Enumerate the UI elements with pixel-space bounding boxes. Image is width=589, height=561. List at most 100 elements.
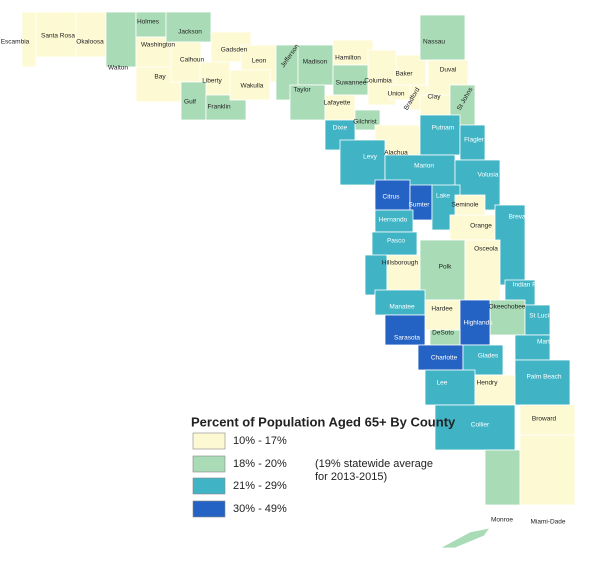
county-label: Citrus <box>383 194 401 201</box>
county-label: Gulf <box>184 99 196 106</box>
county-label: Calhoun <box>180 57 205 64</box>
county-label: Lee <box>437 380 448 387</box>
county <box>180 81 207 121</box>
county-label: Okeechobee <box>489 304 526 311</box>
county <box>484 449 521 506</box>
county-label: Palm Beach <box>526 374 561 381</box>
county-label: Levy <box>363 154 377 161</box>
county <box>105 11 137 68</box>
county-label: Collier <box>471 422 490 429</box>
county-label: DeSoto <box>432 330 454 337</box>
county <box>514 359 571 406</box>
county <box>374 179 411 211</box>
county-label: Broward <box>532 416 557 423</box>
county-label: Columbia <box>364 78 392 85</box>
county-label: Highlands <box>464 320 494 327</box>
county-label: Alachua <box>384 150 408 157</box>
county <box>384 314 426 346</box>
county-label: Sumter <box>409 202 431 209</box>
county <box>205 94 247 121</box>
county-label: Taylor <box>293 87 311 94</box>
county <box>424 369 476 406</box>
county-label: Miami-Dade <box>530 519 565 526</box>
county <box>165 11 212 43</box>
county <box>297 44 334 86</box>
county-label: Bay <box>154 74 166 81</box>
county-label: Clay <box>427 94 441 101</box>
county-label: Franklin <box>207 104 231 111</box>
county-label: Hernando <box>379 217 408 224</box>
county <box>324 94 356 121</box>
county-label: Hamilton <box>335 55 361 62</box>
county <box>524 304 551 336</box>
county-label: St Lucie <box>529 313 553 320</box>
county <box>424 299 461 331</box>
county-label: Orange <box>470 223 492 230</box>
county <box>459 124 486 161</box>
county-label: Marion <box>414 163 434 170</box>
county-label: Seminole <box>451 202 478 209</box>
county-label: Holmes <box>137 19 160 26</box>
county <box>35 11 77 58</box>
legend-swatch <box>192 455 226 473</box>
county-label: Baker <box>396 71 414 78</box>
legend-label: 30% - 49% <box>233 503 287 515</box>
county-label: Liberty <box>202 78 222 85</box>
county-label: Hillsborough <box>382 260 419 267</box>
county-label: Madison <box>303 59 328 66</box>
county <box>519 404 576 436</box>
county-label: Suwannee <box>336 80 367 87</box>
county <box>289 84 326 121</box>
county-label: Flagler <box>464 137 485 144</box>
county-label: Gilchrist <box>353 119 377 126</box>
county <box>374 289 426 316</box>
county-label: Walton <box>108 65 128 72</box>
county <box>135 11 167 38</box>
county <box>135 36 172 68</box>
county-label: Dixie <box>333 125 348 132</box>
keys <box>439 527 491 549</box>
county-label: Nassau <box>423 39 445 46</box>
county-label: Osceola <box>474 246 498 253</box>
county-label: Union <box>388 91 405 98</box>
county-label: Indian River <box>513 282 549 289</box>
county-label: Monroe <box>491 517 513 524</box>
county-label: Okaloosa <box>76 39 104 46</box>
county-label: Leon <box>252 58 267 65</box>
county <box>419 14 466 61</box>
county <box>419 114 461 156</box>
county-label: Santa Rosa <box>41 33 75 40</box>
county-label: Hardee <box>431 306 453 313</box>
county-label: Jackson <box>178 29 202 36</box>
legend-label: 10% - 17% <box>233 435 287 447</box>
legend-note: for 2013-2015) <box>315 471 387 483</box>
county-label: Polk <box>439 264 452 271</box>
legend-swatch <box>192 432 226 450</box>
county <box>519 434 576 506</box>
county <box>459 299 491 346</box>
legend-label: 21% - 29% <box>233 480 287 492</box>
county <box>386 254 426 291</box>
county <box>332 39 374 66</box>
legend: Percent of Population Aged 65+ By County… <box>191 414 456 518</box>
county-label: Lake <box>436 193 450 200</box>
county <box>339 139 386 186</box>
county-label: Glades <box>478 353 499 360</box>
legend-label: 18% - 20% <box>233 458 287 470</box>
county-label: Hendry <box>477 380 499 387</box>
county <box>75 11 107 58</box>
county-label: Washington <box>141 42 175 49</box>
county <box>514 334 551 361</box>
county-label: Pasco <box>387 238 405 245</box>
county-label: Putnam <box>432 125 454 132</box>
county <box>229 69 271 101</box>
county-label: Brevard <box>509 214 532 221</box>
county-label: Gadsden <box>221 47 248 54</box>
county-label: Lafayette <box>324 100 351 107</box>
county-label: Duval <box>440 67 457 74</box>
county-label: Pinellas <box>343 272 367 279</box>
county-label: Charlotte <box>431 355 458 362</box>
county-label: Manatee <box>389 304 415 311</box>
